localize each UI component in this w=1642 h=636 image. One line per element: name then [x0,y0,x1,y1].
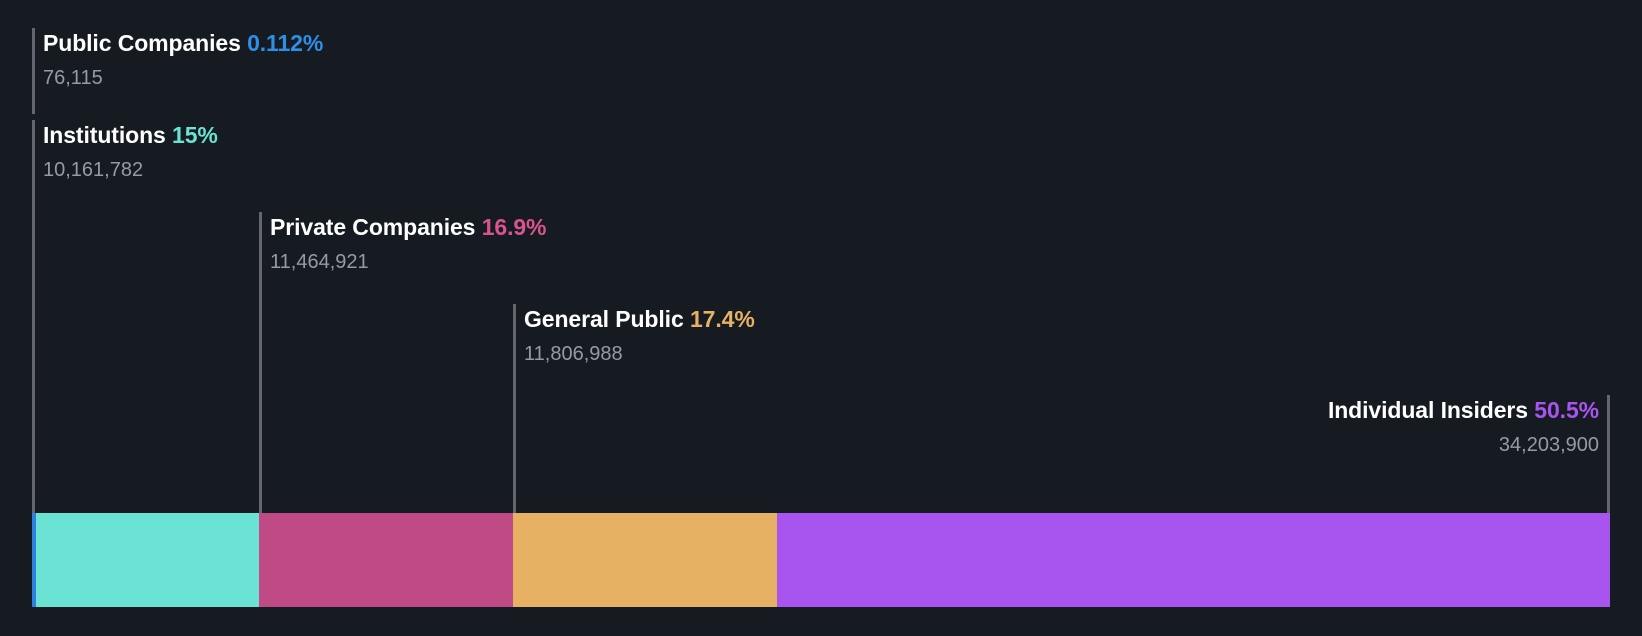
bar-segment-general-public[interactable] [513,513,777,607]
segment-title-individual-insiders: Individual Insiders 50.5% [1190,395,1599,425]
segment-percent-individual-insiders: 50.5% [1534,397,1599,423]
segment-name-institutions: Institutions [43,122,166,148]
segment-label-individual-insiders[interactable]: Individual Insiders 50.5% 34,203,900 [1190,395,1610,473]
connector-individual-insiders [1607,473,1610,513]
bar-segment-institutions[interactable] [36,513,259,607]
segment-percent-institutions: 15% [172,122,218,148]
segment-label-general-public[interactable]: General Public 17.4% 11,806,988 [513,304,933,382]
segment-shares-individual-insiders: 34,203,900 [1498,434,1599,456]
segment-title-institutions: Institutions 15% [43,120,452,150]
segment-title-public-companies: Public Companies 0.112% [43,28,452,58]
connector-private-companies [259,290,262,513]
segment-shares-institutions: 10,161,782 [43,159,144,181]
bar-segment-private-companies[interactable] [259,513,513,607]
segment-name-public-companies: Public Companies [43,30,241,56]
segment-title-private-companies: Private Companies 16.9% [270,212,679,242]
segment-title-general-public: General Public 17.4% [524,304,933,334]
segment-name-individual-insiders: Individual Insiders [1327,397,1528,423]
bar-segment-individual-insiders[interactable] [777,513,1610,607]
connector-general-public [513,382,516,513]
segment-shares-public-companies: 76,115 [43,67,103,89]
segment-shares-private-companies: 11,464,921 [270,251,369,273]
bar-segment-public-companies[interactable] [32,513,36,607]
connector-institutions [32,198,35,513]
segment-name-general-public: General Public [524,306,684,332]
segment-label-private-companies[interactable]: Private Companies 16.9% 11,464,921 [259,212,679,290]
segment-percent-general-public: 17.4% [689,306,755,332]
segment-shares-general-public: 11,806,988 [524,343,623,365]
segment-label-institutions[interactable]: Institutions 15% 10,161,782 [32,120,452,198]
segment-percent-public-companies: 0.112% [247,30,324,56]
ownership-stacked-bar [32,513,1610,607]
segment-name-private-companies: Private Companies [270,214,476,240]
segment-percent-private-companies: 16.9% [481,214,547,240]
segment-label-public-companies[interactable]: Public Companies 0.112% 76,115 [32,28,452,114]
